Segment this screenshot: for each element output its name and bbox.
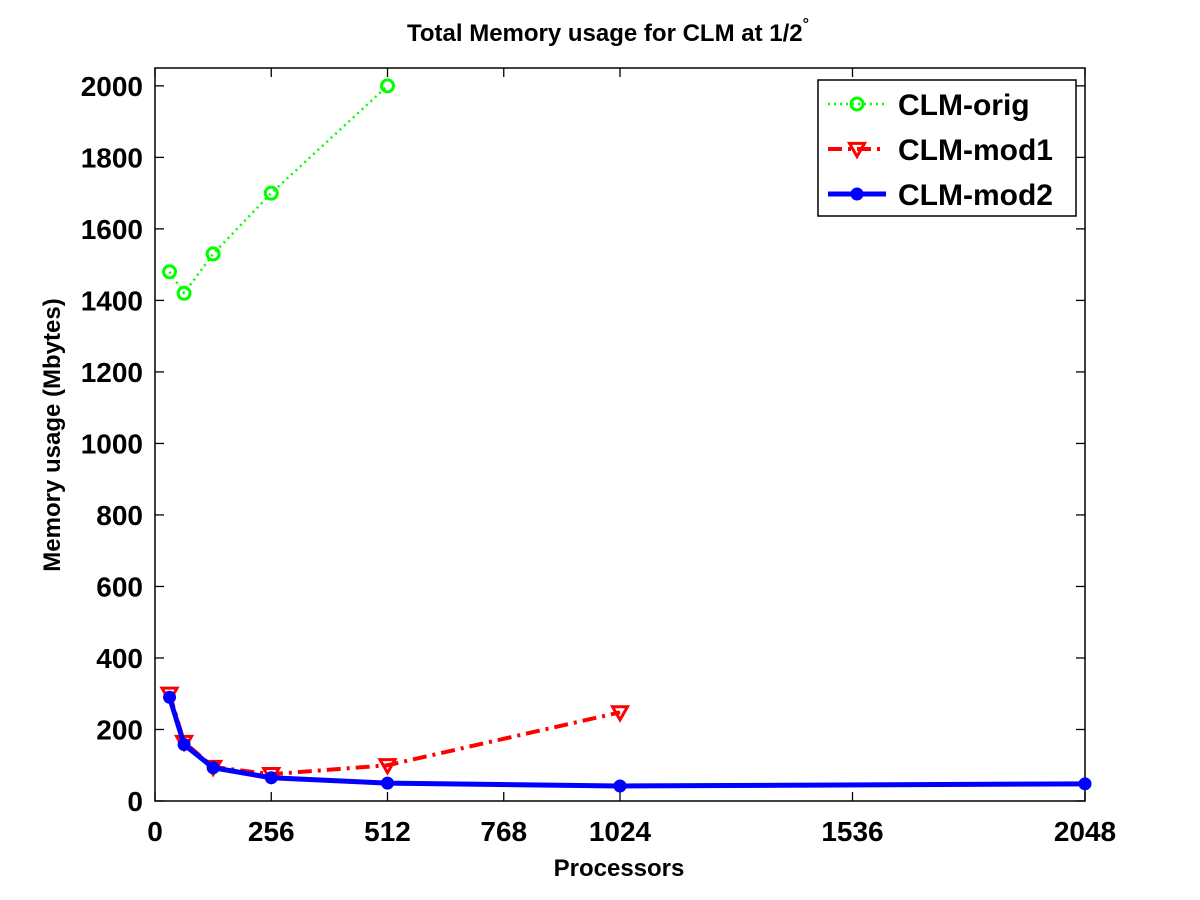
- x-tick-label: 256: [248, 816, 295, 847]
- legend-label: CLM-mod1: [898, 134, 1053, 167]
- y-tick-label: 1200: [81, 357, 143, 388]
- x-tick-label: 512: [364, 816, 411, 847]
- plot-area: 0 256 512 768 1024 1536 2048 0 200 400 600 800 1000 1…: [81, 67, 1116, 847]
- x-tick-label: 2048: [1054, 816, 1116, 847]
- legend-swatch-marker: [846, 141, 868, 160]
- x-tick-label: 768: [480, 816, 527, 847]
- data-point: [162, 264, 178, 280]
- data-point: [263, 185, 279, 201]
- chart-title: Total Memory usage for CLM at 1/2°: [407, 16, 809, 47]
- data-point: [176, 285, 192, 301]
- x-tick-label: 1536: [821, 816, 883, 847]
- y-tick-label: 600: [96, 571, 143, 602]
- legend-item: CLM-mod1: [828, 134, 1053, 167]
- data-point: [205, 246, 221, 262]
- y-tick-label: 2000: [81, 71, 143, 102]
- data-point: [377, 758, 398, 776]
- y-tick-label: 400: [96, 643, 143, 674]
- data-point: [206, 761, 220, 775]
- data-point: [264, 771, 278, 785]
- y-tick-label: 200: [96, 714, 143, 745]
- data-point: [381, 776, 394, 790]
- y-tick-label: 0: [127, 786, 143, 817]
- data-point: [380, 78, 395, 94]
- series-clm-mod2: [163, 690, 1092, 793]
- legend: CLM-orig CLM-mod1 CLM-mod2: [817, 79, 1077, 217]
- y-tick-label: 1800: [81, 142, 143, 173]
- data-point: [1078, 777, 1092, 791]
- data-point: [609, 705, 631, 723]
- y-tick-label: 1600: [81, 214, 143, 245]
- chart-title-superscript: °: [803, 16, 809, 33]
- x-tick-label: 1024: [589, 816, 652, 847]
- x-tick-label: 0: [147, 816, 163, 847]
- x-axis-label: Processors: [554, 855, 685, 882]
- legend-swatch-marker: [850, 187, 864, 201]
- y-axis-label: Memory usage (Mbytes): [39, 298, 66, 571]
- data-point: [163, 690, 177, 704]
- legend-swatch-marker: [849, 96, 865, 112]
- data-point: [177, 738, 191, 752]
- series-line: [168, 84, 389, 295]
- legend-label: CLM-orig: [898, 89, 1030, 122]
- series-clm-orig: [162, 78, 395, 301]
- chart-title-text: Total Memory usage for CLM at 1/2: [407, 20, 803, 47]
- legend-item: CLM-mod2: [828, 179, 1053, 212]
- y-tick-label: 1000: [81, 428, 143, 459]
- y-tick-label: 800: [96, 500, 143, 531]
- y-tick-label: 1400: [81, 285, 143, 316]
- legend-label: CLM-mod2: [898, 179, 1053, 212]
- data-point: [613, 779, 627, 793]
- legend-item: CLM-orig: [828, 89, 1030, 122]
